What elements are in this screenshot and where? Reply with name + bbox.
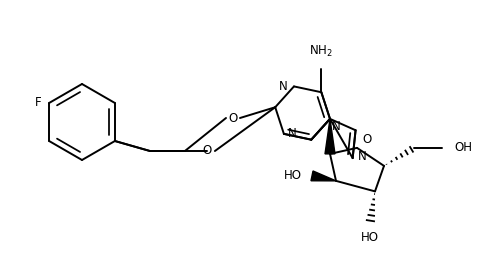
Text: HO: HO <box>284 169 302 182</box>
Polygon shape <box>325 119 335 154</box>
Text: OH: OH <box>454 141 472 154</box>
Text: F: F <box>35 96 41 110</box>
Polygon shape <box>311 171 336 181</box>
Text: N: N <box>358 150 367 163</box>
Text: N: N <box>279 80 288 93</box>
Text: N: N <box>288 127 296 140</box>
Text: O: O <box>362 133 371 146</box>
Text: NH$_2$: NH$_2$ <box>309 44 333 59</box>
Text: HO: HO <box>361 231 379 244</box>
Text: O: O <box>202 144 211 157</box>
Text: N: N <box>332 120 341 133</box>
Text: O: O <box>228 112 238 124</box>
